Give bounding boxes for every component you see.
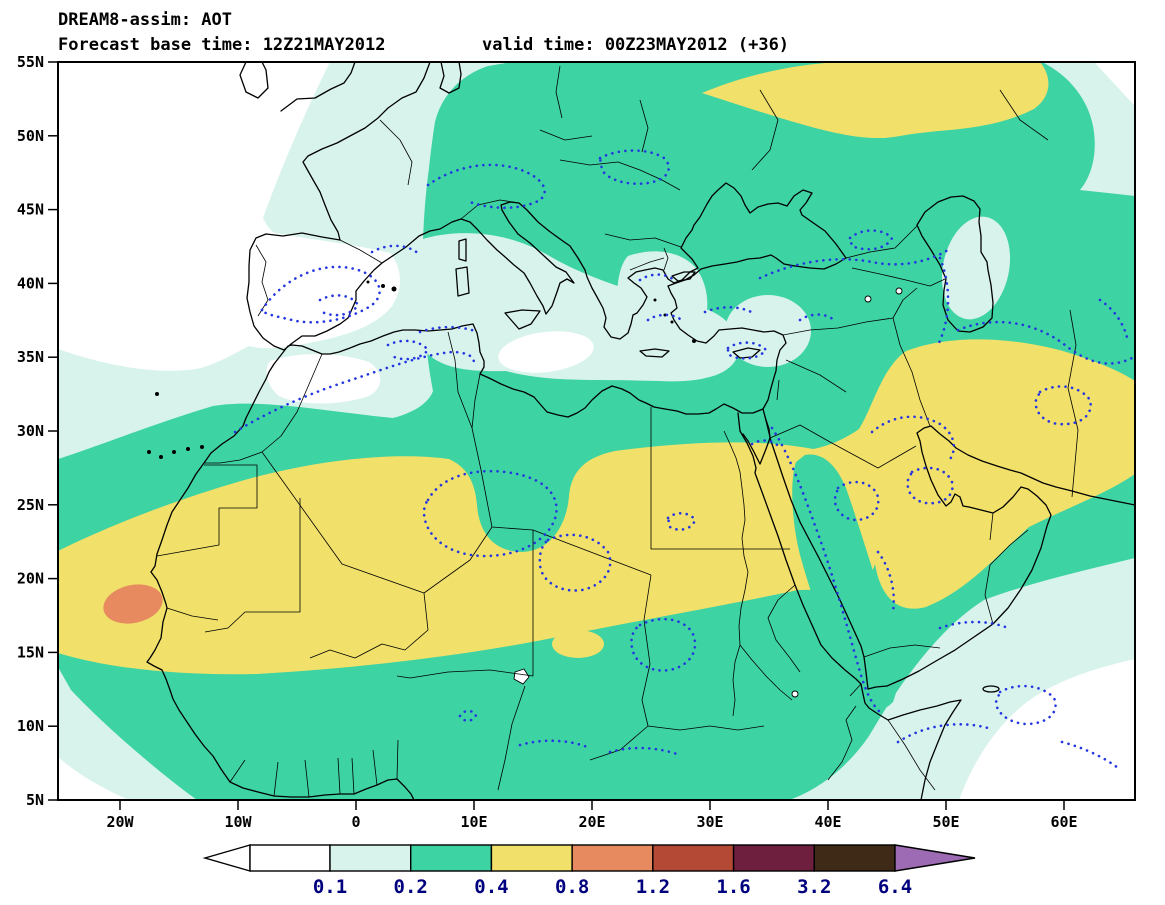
lat-tick-label: 50N — [17, 127, 44, 145]
colorbar-segment — [329, 844, 412, 872]
aot-fill-sahara-middleeast-yellow — [58, 339, 1135, 675]
longitude-axis: 20W 10W 0 10E 20E 30E 40E 50E 60E — [106, 800, 1078, 831]
lat-tick-label: 45N — [17, 201, 44, 219]
colorbar-segment — [813, 844, 896, 872]
lat-tick-label: 5N — [26, 791, 44, 809]
colorbar-segment — [732, 844, 815, 872]
colorbar-level-label: 6.4 — [878, 876, 912, 898]
colorbar-level-label: 0.1 — [313, 876, 347, 898]
lon-tick-label: 20E — [578, 813, 605, 831]
aot-fill-sahel-spot-yellow — [552, 630, 604, 658]
coastlines — [146, 62, 1135, 800]
colorbar-segment — [490, 844, 573, 872]
colorbar-level-label: 1.2 — [636, 876, 670, 898]
lat-tick-label: 55N — [17, 53, 44, 71]
lon-tick-label: 10W — [224, 813, 252, 831]
colorbar-segment — [571, 844, 654, 872]
dotted-overlay-contours — [233, 149, 1134, 770]
colorbar-under-box — [249, 844, 331, 872]
lat-tick-label: 30N — [17, 422, 44, 440]
lon-tick-label: 30E — [696, 813, 723, 831]
clear-region-central-mediterranean — [498, 331, 594, 373]
clear-region-northwest-europe — [58, 62, 401, 371]
colorbar-segment — [410, 844, 493, 872]
latitude-axis: 55N 50N 45N 40N 35N 30N 25N 20N 15N 10N 5N — [17, 53, 58, 809]
country-borders — [156, 65, 1079, 798]
colorbar-level-label: 3.2 — [797, 876, 831, 898]
colorbar-level-label: 0.2 — [394, 876, 428, 898]
lon-tick-label: 50E — [932, 813, 959, 831]
clear-region-southeast-corner — [959, 659, 1135, 800]
aot-fill-red-sea-green — [792, 454, 899, 710]
clear-region-morocco — [266, 353, 381, 404]
colorbar: 0.1 0.2 0.4 0.8 1.2 1.6 3.2 6.4 — [202, 844, 976, 898]
forecast-base-time: Forecast base time: 12Z21MAY2012 — [58, 35, 386, 55]
aot-fill-northeast-band-yellow — [702, 62, 1049, 139]
clear-region-southwest-corner — [58, 757, 129, 800]
lat-tick-label: 15N — [17, 643, 44, 661]
colorbar-level-label: 1.6 — [716, 876, 750, 898]
rivers-lakes — [513, 287, 903, 717]
lat-tick-label: 40N — [17, 274, 44, 292]
colorbar-level-label: 0.8 — [555, 876, 589, 898]
valid-time: valid time: 00Z23MAY2012 (+36) — [482, 35, 789, 55]
plot-title: DREAM8-assim: AOT — [58, 10, 232, 30]
colorbar-segment — [652, 844, 735, 872]
lon-tick-label: 0 — [351, 813, 360, 831]
lon-tick-label: 40E — [814, 813, 841, 831]
lon-tick-label: 10E — [460, 813, 487, 831]
lat-tick-label: 20N — [17, 570, 44, 588]
lon-tick-label: 60E — [1050, 813, 1077, 831]
aot-fill-west-africa-orange-max — [103, 584, 163, 624]
lon-tick-label: 20W — [106, 813, 134, 831]
lat-tick-label: 35N — [17, 348, 44, 366]
aot-fill-caspian-cyan — [941, 216, 1011, 320]
colorbar-level-label: 0.4 — [474, 876, 508, 898]
colorbar-under-arrow — [202, 844, 251, 872]
aot-filled-contours — [58, 62, 1135, 800]
clear-region-northeast-corner — [1094, 62, 1135, 106]
lat-tick-label: 25N — [17, 496, 44, 514]
colorbar-over-arrow — [894, 844, 976, 872]
lat-tick-label: 10N — [17, 717, 44, 735]
